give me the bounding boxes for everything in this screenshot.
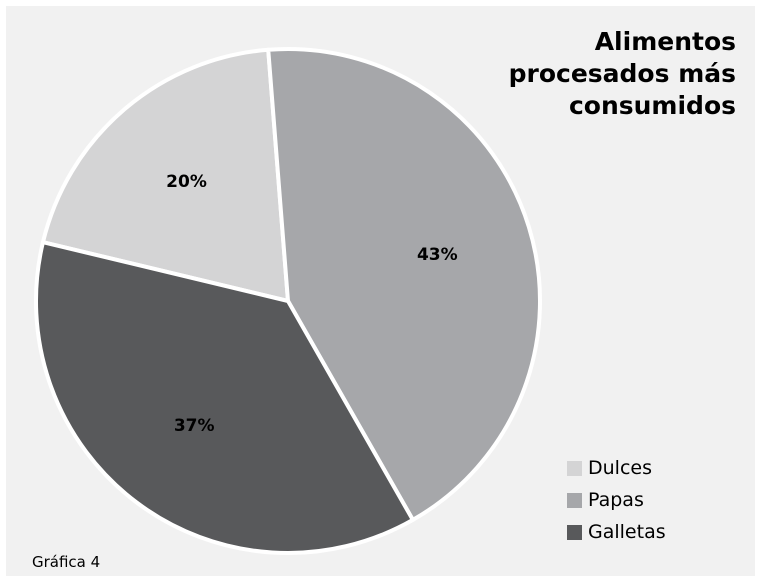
pie-slice-papas [266, 47, 542, 522]
legend-item-papas: Papas [567, 484, 666, 516]
figure-caption: Gráfica 4 [32, 553, 101, 571]
legend-item-dulces: Dulces [567, 452, 666, 484]
slice-value-label-dulces: 20% [166, 172, 207, 192]
chart-title: Alimentos procesados más consumidos [508, 27, 736, 120]
legend-swatch [567, 524, 582, 540]
legend-swatch [567, 492, 582, 508]
legend-swatch [567, 460, 582, 476]
legend-label: Dulces [588, 457, 652, 479]
legend-label: Galletas [588, 521, 666, 543]
legend-item-galletas: Galletas [567, 516, 666, 548]
pie-slice-dulces [40, 47, 290, 303]
legend-label: Papas [588, 489, 644, 511]
pie-slice-galletas [34, 240, 415, 555]
legend: Dulces Papas Galletas [567, 452, 666, 548]
slice-value-label-galletas: 37% [174, 416, 215, 436]
slice-value-label-papas: 43% [417, 245, 458, 265]
